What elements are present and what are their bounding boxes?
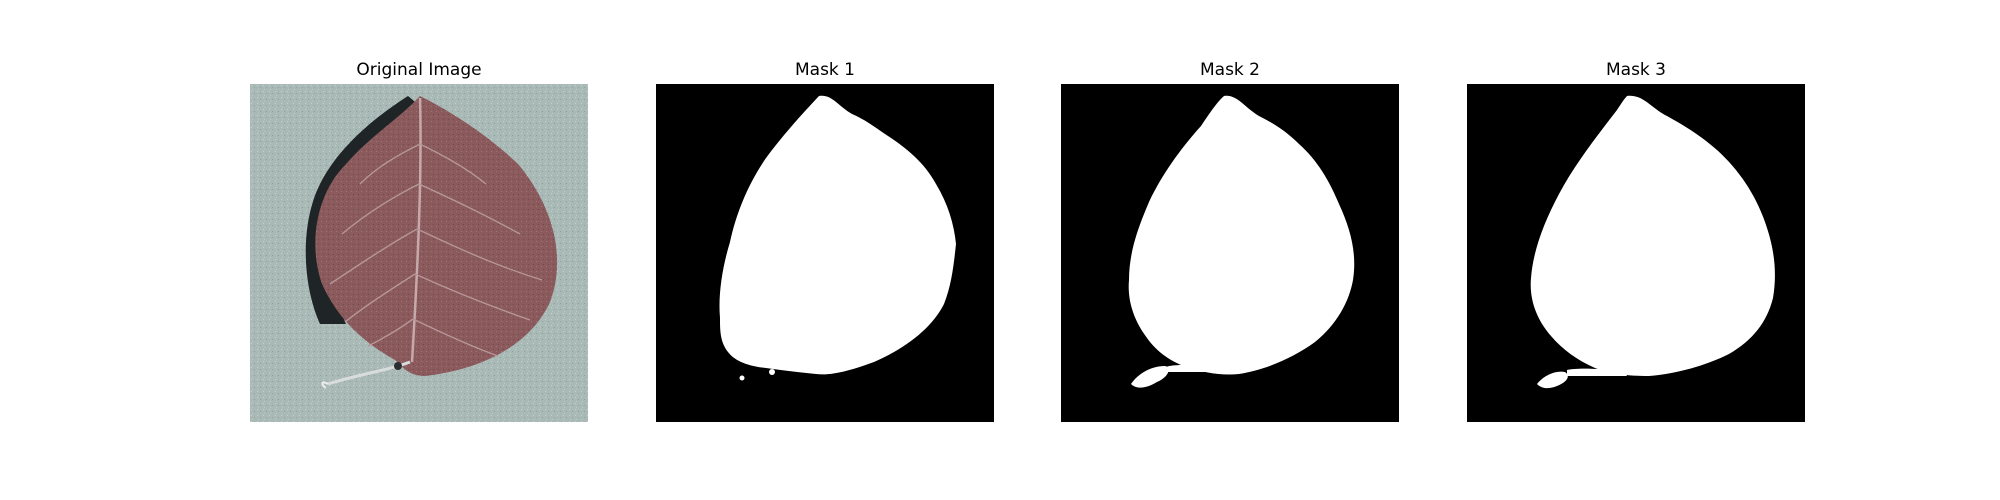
- panel-title: Mask 3: [1605, 60, 1666, 80]
- panel-title: Mask 2: [1199, 60, 1260, 80]
- panel-title: Mask 1: [794, 60, 855, 80]
- original-leaf-image: [250, 84, 588, 422]
- mask-1-image: [656, 84, 994, 422]
- mask-3-image: [1467, 84, 1805, 422]
- panel-title: Original Image: [356, 60, 482, 80]
- mask-2-image: [1061, 84, 1399, 422]
